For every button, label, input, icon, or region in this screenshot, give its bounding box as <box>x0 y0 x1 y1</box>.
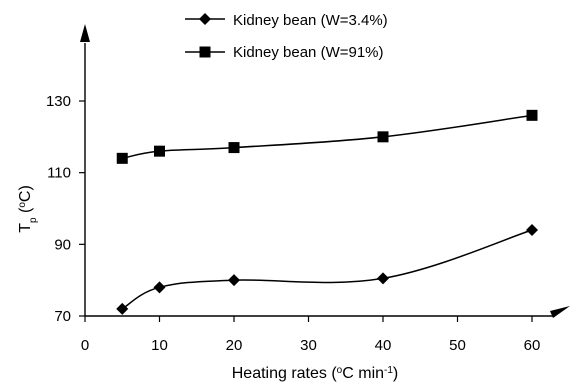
legend-label-2: Kidney bean (W=91%) <box>233 44 384 61</box>
data-point-diamond <box>116 302 129 315</box>
data-point-square <box>116 152 128 164</box>
y-tick-label: 130 <box>46 93 71 110</box>
x-tick-label: 30 <box>300 337 317 354</box>
x-axis-arrow <box>550 306 570 318</box>
series-line-1 <box>121 229 533 310</box>
legend-entry-2: Kidney bean (W=91%) <box>185 44 384 61</box>
x-tick-label: 20 <box>226 337 243 354</box>
y-axis-title: Tp (oC) <box>17 185 39 233</box>
data-point-diamond <box>526 224 538 236</box>
legend-label-1: Kidney bean (W=3.4%) <box>233 12 388 29</box>
y-tick-label: 70 <box>54 308 71 325</box>
y-axis-arrow <box>80 24 90 42</box>
x-tick-label: 60 <box>524 337 541 354</box>
x-tick-label: 0 <box>81 337 89 354</box>
x-tick-label: 40 <box>375 337 392 354</box>
data-point-square <box>154 145 165 157</box>
x-tick-label: 50 <box>449 337 466 354</box>
series-line-2 <box>122 114 533 160</box>
legend: Kidney bean (W=3.4%) Kidney bean (W=91%) <box>185 12 388 61</box>
axis-ticks: 0 10 20 30 40 50 60 70 90 110 130 <box>46 93 540 354</box>
series-layer <box>116 109 538 315</box>
x-tick-label: 10 <box>151 337 168 354</box>
data-point-diamond <box>228 274 240 287</box>
data-point-diamond <box>377 272 389 285</box>
legend-entry-1: Kidney bean (W=3.4%) <box>185 12 388 29</box>
data-point-square <box>526 109 538 121</box>
legend-diamond-marker <box>199 13 211 25</box>
y-tick-label: 90 <box>54 236 71 253</box>
legend-square-marker <box>199 46 211 58</box>
data-point-square <box>377 131 389 143</box>
data-point-square <box>228 142 240 154</box>
x-axis-title: Heating rates (oC min-1) <box>232 365 399 383</box>
y-tick-label: 110 <box>47 165 71 182</box>
data-point-diamond <box>153 281 166 294</box>
